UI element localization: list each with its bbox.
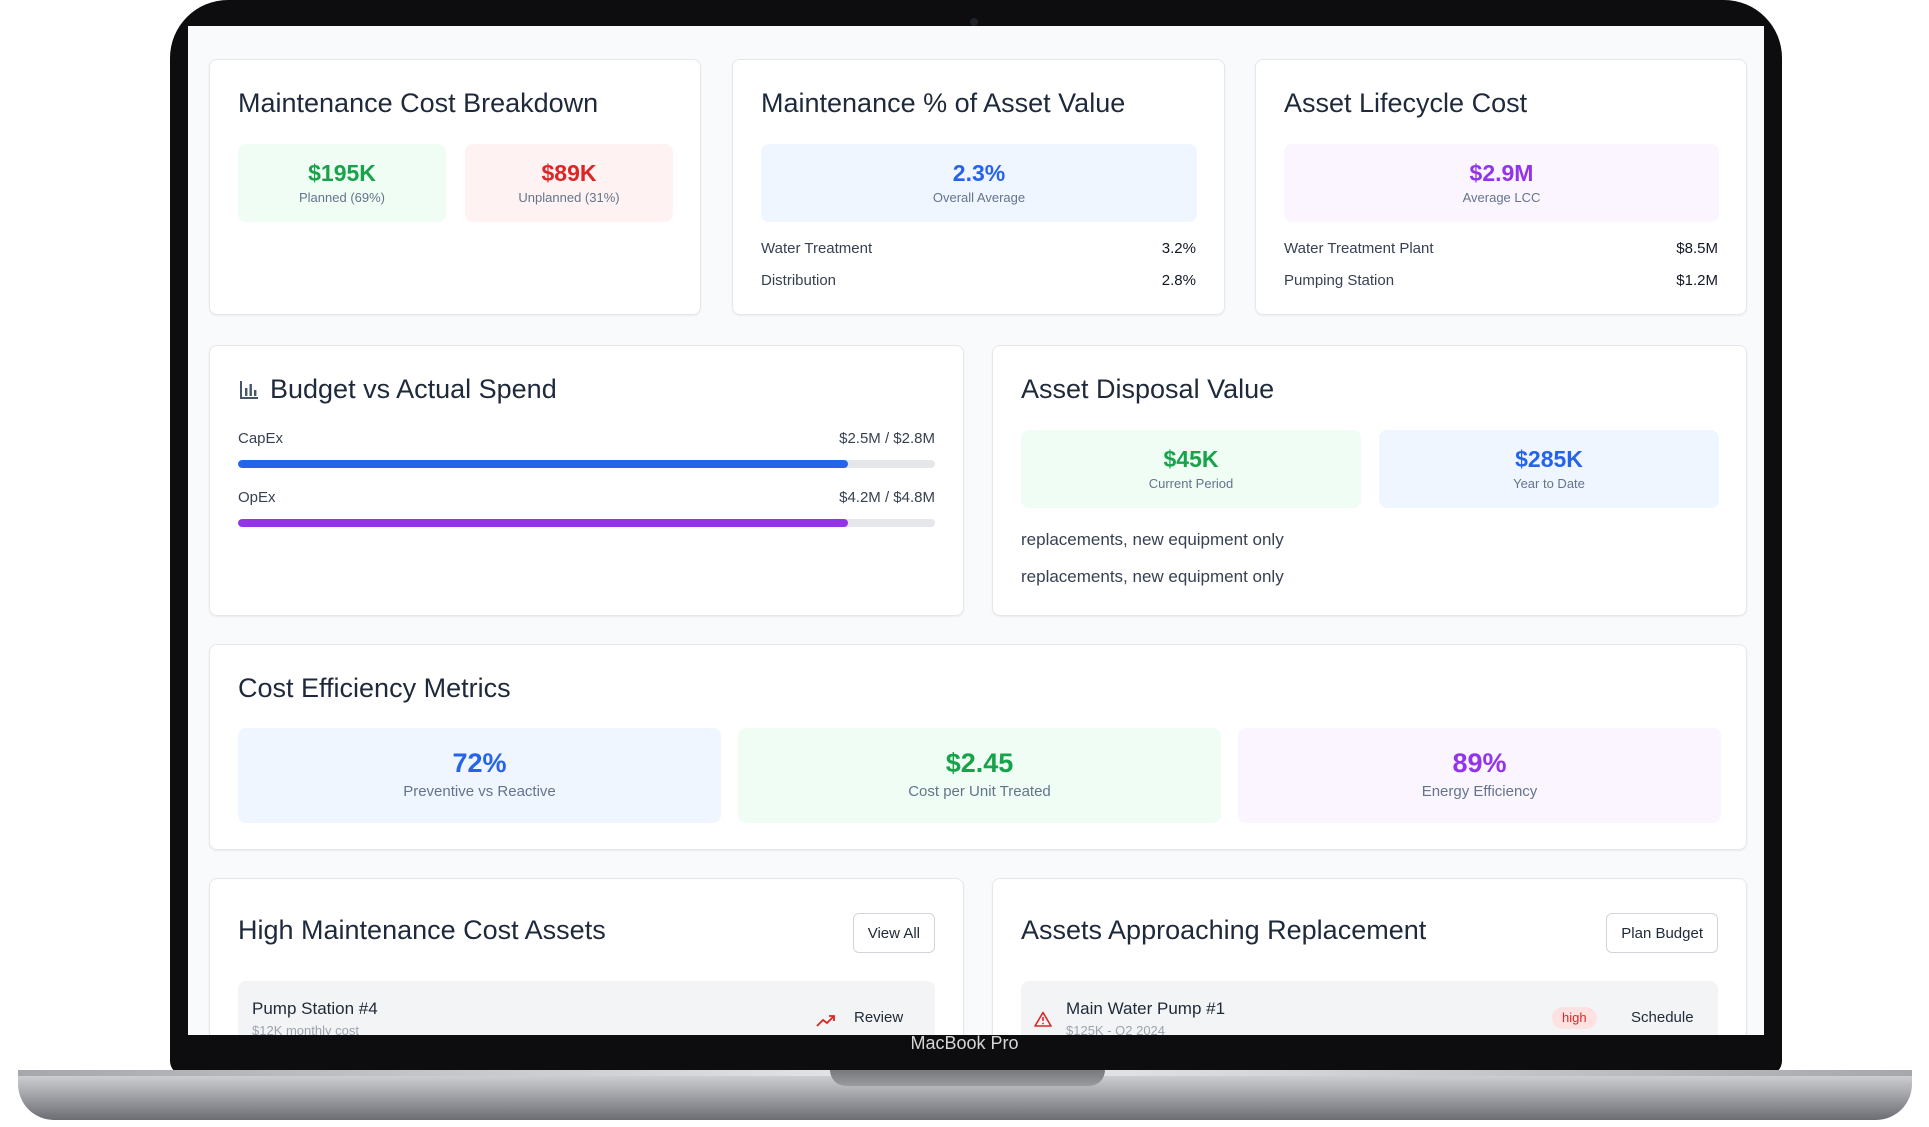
current-period-tile: $45K Current Period <box>1021 430 1361 508</box>
pct-row-water-treatment: Water Treatment 3.2% <box>761 240 1196 257</box>
lifecycle-card: Asset Lifecycle Cost $2.9M Average LCC W… <box>1255 59 1747 315</box>
view-all-button[interactable]: View All <box>852 913 935 953</box>
schedule-button[interactable]: Schedule <box>1631 1009 1694 1026</box>
capex-progress-fill <box>238 460 848 468</box>
disposal-card: Asset Disposal Value $45K Current Period… <box>992 345 1747 616</box>
opex-value: $4.2M / $4.8M <box>839 489 935 506</box>
maintenance-pct-card: Maintenance % of Asset Value 2.3% Overal… <box>732 59 1225 315</box>
maintenance-cost-card: Maintenance Cost Breakdown $195K Planned… <box>209 59 701 315</box>
card-title: Asset Disposal Value <box>1021 374 1275 404</box>
opex-label: OpEx <box>238 489 276 506</box>
opex-progress-fill <box>238 519 848 527</box>
budget-title: Budget vs Actual Spend <box>270 374 557 404</box>
card-title: High Maintenance Cost Assets <box>238 915 606 945</box>
average-lcc-label: Average LCC <box>1462 190 1541 205</box>
bar-chart-icon <box>240 380 258 399</box>
planned-label: Planned (69%) <box>299 190 385 205</box>
alert-triangle-icon <box>1034 1011 1052 1027</box>
row-value: $1.2M <box>1676 272 1718 289</box>
row-value: 3.2% <box>1161 240 1196 257</box>
metric-preventive: 72% Preventive vs Reactive <box>238 728 721 823</box>
overall-average-value: 2.3% <box>952 160 1006 186</box>
trending-up-icon <box>816 1015 835 1027</box>
replacement-card: Assets Approaching Replacement Plan Budg… <box>992 878 1747 1035</box>
unplanned-label: Unplanned (31%) <box>518 190 620 205</box>
plan-budget-button[interactable]: Plan Budget <box>1606 913 1718 953</box>
disposal-note: replacements, new equipment only <box>1021 567 1284 586</box>
current-period-value: $45K <box>1163 446 1219 472</box>
card-title: Assets Approaching Replacement <box>1021 915 1427 945</box>
capex-value: $2.5M / $2.8M <box>839 430 935 447</box>
high-cost-card: High Maintenance Cost Assets View All Pu… <box>209 878 964 1035</box>
opex-row: OpEx $4.2M / $4.8M <box>238 489 935 506</box>
metric-value: 89% <box>1452 748 1507 778</box>
card-title: Budget vs Actual Spend <box>238 374 557 405</box>
planned-value: $195K <box>308 160 376 186</box>
metric-label: Energy Efficiency <box>1421 783 1538 800</box>
row-value: 2.8% <box>1161 272 1196 289</box>
disposal-note: replacements, new equipment only <box>1021 530 1284 549</box>
planned-tile: $195K Planned (69%) <box>238 144 446 222</box>
metric-value: $2.45 <box>945 748 1014 778</box>
year-to-date-label: Year to Date <box>1513 476 1585 491</box>
capex-row: CapEx $2.5M / $2.8M <box>238 430 935 447</box>
metric-label: Cost per Unit Treated <box>908 783 1051 800</box>
lcc-row-pumping-station: Pumping Station $1.2M <box>1284 272 1718 289</box>
asset-sub: $12K monthly cost <box>252 1023 359 1035</box>
budget-card: Budget vs Actual Spend CapEx $2.5M / $2.… <box>209 345 964 616</box>
year-to-date-value: $285K <box>1515 446 1583 472</box>
current-period-label: Current Period <box>1148 476 1234 491</box>
card-title: Maintenance Cost Breakdown <box>238 88 599 118</box>
row-label: Pumping Station <box>1284 272 1395 289</box>
row-label: Distribution <box>761 272 837 289</box>
capex-progress-track <box>238 460 935 468</box>
laptop-notch <box>830 1070 1105 1086</box>
year-to-date-tile: $285K Year to Date <box>1379 430 1719 508</box>
device-label: MacBook Pro <box>910 1033 1019 1053</box>
asset-sub: $125K - Q2 2024 <box>1066 1023 1166 1035</box>
lcc-row-water-treatment-plant: Water Treatment Plant $8.5M <box>1284 240 1718 257</box>
overall-average-tile: 2.3% Overall Average <box>761 144 1197 222</box>
asset-name: Main Water Pump #1 <box>1066 999 1226 1018</box>
average-lcc-value: $2.9M <box>1469 160 1534 186</box>
metric-value: 72% <box>452 748 507 778</box>
capex-label: CapEx <box>238 430 284 447</box>
row-label: Water Treatment <box>761 240 873 257</box>
card-title: Cost Efficiency Metrics <box>238 673 511 703</box>
row-label: Water Treatment Plant <box>1284 240 1434 257</box>
row-value: $8.5M <box>1676 240 1718 257</box>
opex-progress-track <box>238 519 935 527</box>
metric-cost-per-unit: $2.45 Cost per Unit Treated <box>738 728 1221 823</box>
metric-energy: 89% Energy Efficiency <box>1238 728 1721 823</box>
review-button[interactable]: Review <box>854 1009 904 1026</box>
card-title: Asset Lifecycle Cost <box>1284 88 1528 118</box>
average-lcc-tile: $2.9M Average LCC <box>1284 144 1719 222</box>
asset-name: Pump Station #4 <box>252 999 378 1018</box>
list-item[interactable]: Pump Station #4 $12K monthly cost Review <box>238 981 935 1035</box>
overall-average-label: Overall Average <box>932 190 1026 205</box>
camera <box>970 18 978 26</box>
list-item[interactable]: Main Water Pump #1 $125K - Q2 2024 high … <box>1021 981 1718 1035</box>
screen: Maintenance Cost Breakdown $195K Planned… <box>188 26 1764 1035</box>
priority-badge: high <box>1552 1007 1597 1029</box>
unplanned-value: $89K <box>541 160 597 186</box>
pct-row-distribution: Distribution 2.8% <box>761 272 1196 289</box>
card-title: Maintenance % of Asset Value <box>761 88 1126 118</box>
unplanned-tile: $89K Unplanned (31%) <box>465 144 673 222</box>
efficiency-card: Cost Efficiency Metrics 72% Preventive v… <box>209 644 1747 850</box>
metric-label: Preventive vs Reactive <box>403 783 556 800</box>
